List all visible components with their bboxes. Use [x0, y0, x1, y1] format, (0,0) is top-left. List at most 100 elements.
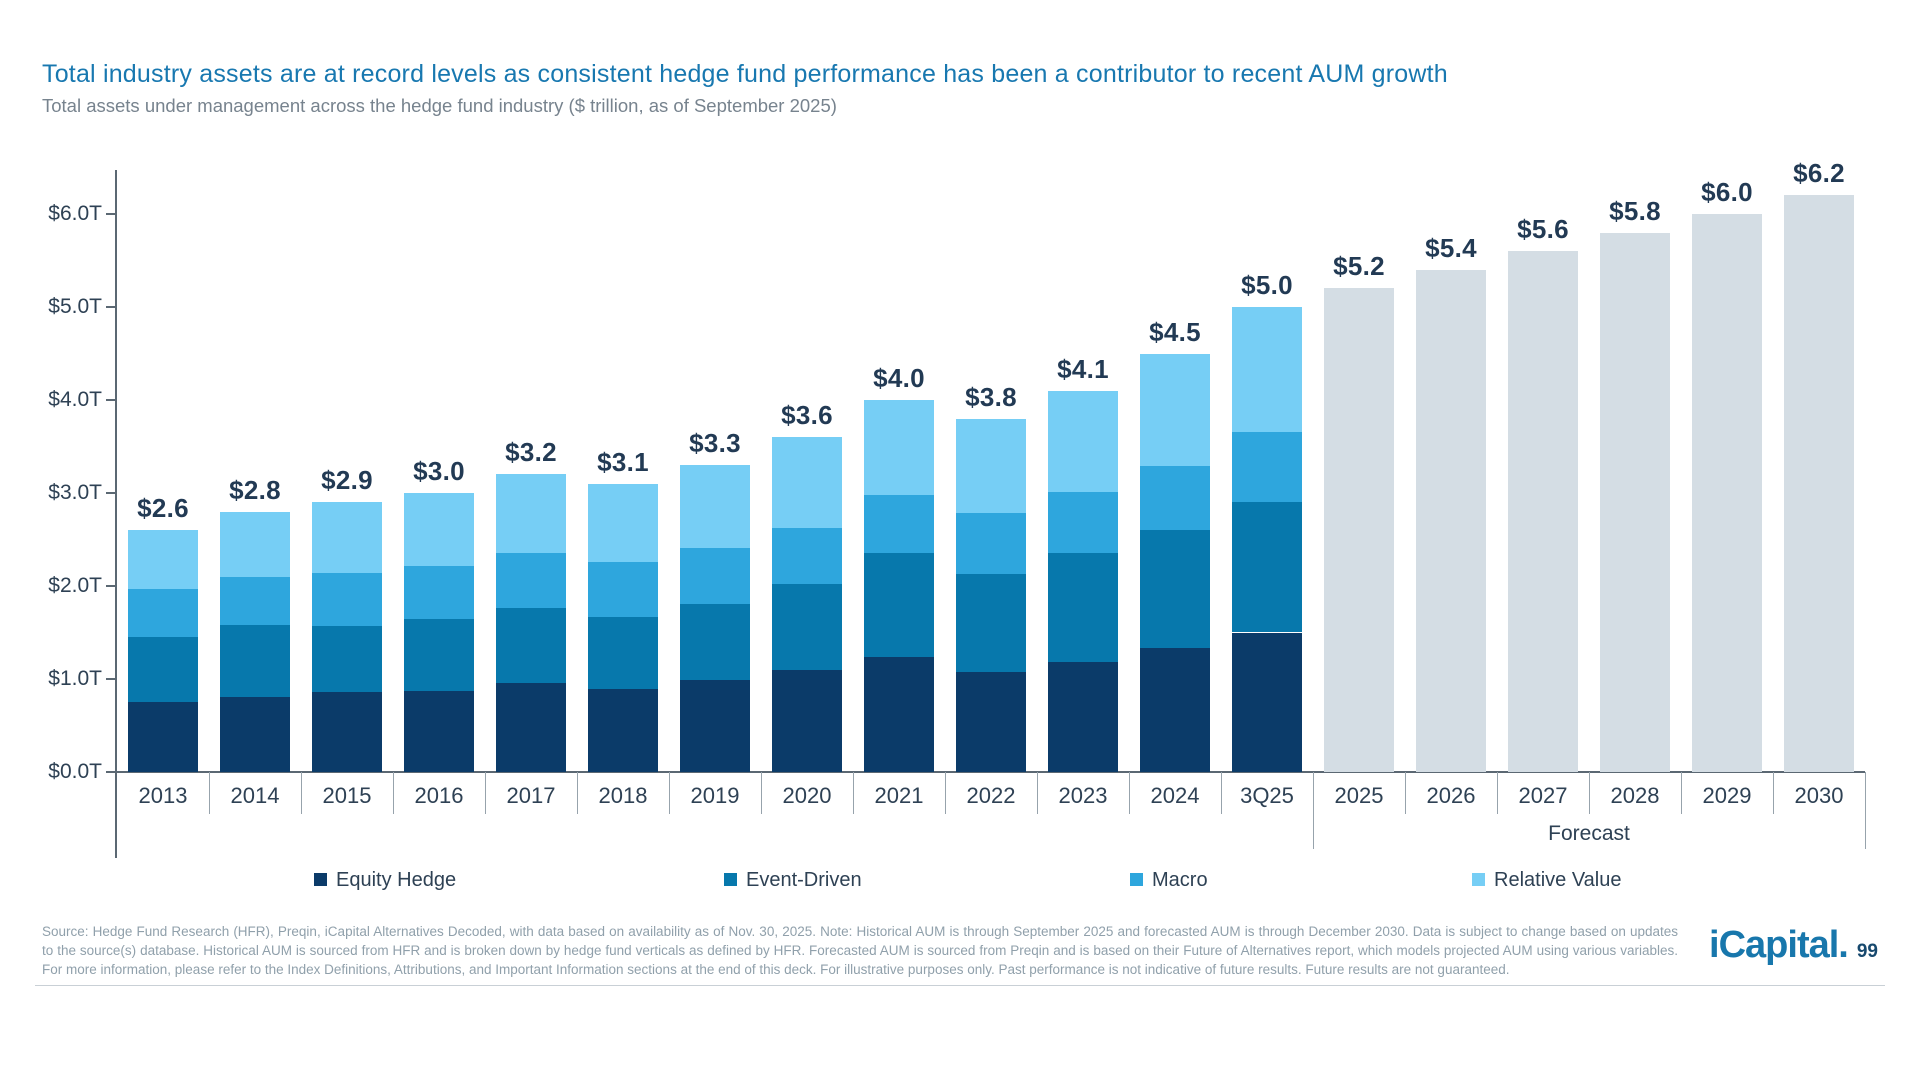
bar-2016-relative-value — [404, 493, 474, 566]
bar-total-label-2014: $2.8 — [229, 474, 281, 505]
bar-2024-equity-hedge — [1140, 648, 1210, 772]
bar-2019-macro — [680, 547, 750, 604]
forecast-bar-2025 — [1324, 288, 1394, 772]
x-axis-label-2028: 2028 — [1610, 783, 1660, 808]
x-axis-label-2017: 2017 — [506, 783, 556, 808]
x-axis-label-2019: 2019 — [690, 783, 740, 808]
forecast-total-label-2028: $5.8 — [1609, 195, 1661, 226]
forecast-total-label-2025: $5.2 — [1333, 251, 1385, 282]
icapital-logo: iCapital. 99 — [1709, 924, 1878, 967]
bar-2015-event-driven — [312, 625, 382, 692]
bar-2013-equity-hedge — [128, 702, 198, 772]
x-axis-label-2015: 2015 — [322, 783, 372, 808]
legend-label: Relative Value — [1494, 869, 1622, 891]
x-axis-label-2022: 2022 — [966, 783, 1016, 808]
bar-2019-equity-hedge — [680, 679, 750, 772]
x-axis-label-2026: 2026 — [1426, 783, 1476, 808]
y-axis-tick-label: $1.0T — [48, 667, 102, 690]
x-axis-label-2029: 2029 — [1702, 783, 1752, 808]
legend-swatch-event-driven — [724, 873, 737, 886]
page-number: 99 — [1856, 941, 1878, 962]
y-axis-tick-label: $2.0T — [48, 574, 102, 597]
bar-total-label-3Q25: $5.0 — [1241, 270, 1293, 300]
bar-2014-equity-hedge — [220, 696, 290, 772]
bar-3Q25-macro — [1232, 431, 1302, 503]
x-axis-label-2023: 2023 — [1058, 783, 1108, 808]
legend-item-event-driven: Event-Driven — [724, 869, 944, 891]
bar-2023-relative-value — [1048, 390, 1118, 493]
bar-2015-macro — [312, 572, 382, 626]
legend-label: Macro — [1152, 869, 1208, 891]
bar-2020-relative-value — [772, 437, 842, 529]
legend-item-relative-value: Relative Value — [1472, 869, 1692, 891]
bar-2019-event-driven — [680, 603, 750, 680]
year-divider — [1589, 772, 1590, 814]
bar-total-label-2022: $3.8 — [965, 381, 1017, 412]
y-axis-tick-mark — [106, 585, 116, 587]
bar-total-label-2019: $3.3 — [689, 428, 741, 459]
bar-2021-event-driven — [864, 553, 934, 657]
bar-2016-event-driven — [404, 618, 474, 692]
forecast-total-label-2030: $6.2 — [1793, 158, 1845, 189]
bar-total-label-2024: $4.5 — [1149, 316, 1201, 347]
bar-2020-equity-hedge — [772, 669, 842, 772]
forecast-caption: Forecast — [1548, 822, 1630, 845]
y-axis-tick-label: $6.0T — [48, 202, 102, 225]
bar-2019-relative-value — [680, 465, 750, 548]
x-axis-label-2018: 2018 — [598, 783, 648, 808]
y-axis-tick-label: $3.0T — [48, 481, 102, 504]
bar-2023-event-driven — [1048, 553, 1118, 663]
bar-2023-macro — [1048, 492, 1118, 554]
year-divider — [1497, 772, 1498, 814]
source-note: Source: Hedge Fund Research (HFR), Preqi… — [42, 924, 1678, 977]
year-divider — [209, 772, 210, 814]
year-divider — [485, 772, 486, 814]
year-divider — [1773, 772, 1774, 814]
y-axis-tick-mark — [106, 399, 116, 401]
y-axis-tick-mark — [106, 771, 116, 773]
y-axis-line — [115, 170, 117, 858]
y-axis-tick-mark — [106, 306, 116, 308]
x-axis-label-2016: 2016 — [414, 783, 464, 808]
bar-2021-macro — [864, 494, 934, 554]
forecast-bar-2026 — [1416, 269, 1486, 772]
bar-2017-equity-hedge — [496, 682, 566, 772]
legend-swatch-macro — [1130, 873, 1143, 886]
bar-2022-macro — [956, 513, 1026, 574]
y-axis-tick-label: $5.0T — [48, 295, 102, 318]
bar-2021-equity-hedge — [864, 656, 934, 772]
bar-2013-macro — [128, 588, 198, 638]
year-divider — [1405, 772, 1406, 814]
bar-total-label-2017: $3.2 — [505, 437, 557, 468]
forecast-total-label-2026: $5.4 — [1425, 232, 1477, 263]
bar-3Q25-relative-value — [1232, 307, 1302, 432]
bar-2017-relative-value — [496, 474, 566, 553]
y-axis-tick-label: $4.0T — [48, 388, 102, 411]
bar-total-label-2023: $4.1 — [1057, 353, 1109, 384]
year-divider — [945, 772, 946, 814]
y-axis-tick-mark — [106, 678, 116, 680]
x-axis-label-2020: 2020 — [782, 783, 832, 808]
forecast-bracket-line — [1313, 772, 1314, 849]
x-axis-label-2014: 2014 — [230, 783, 280, 808]
forecast-bar-2027 — [1508, 251, 1578, 772]
bar-total-label-2016: $3.0 — [413, 456, 465, 486]
x-axis-label-2024: 2024 — [1150, 783, 1200, 808]
y-axis-tick-label: $0.0T — [48, 760, 102, 783]
bar-2024-macro — [1140, 466, 1210, 531]
bar-2022-event-driven — [956, 573, 1026, 672]
legend-item-macro: Macro — [1130, 869, 1350, 891]
bar-2018-relative-value — [588, 483, 658, 562]
bar-2018-equity-hedge — [588, 689, 658, 772]
forecast-bar-2029 — [1692, 214, 1762, 772]
bar-2016-macro — [404, 565, 474, 619]
bar-2022-equity-hedge — [956, 671, 1026, 772]
x-axis-label-3Q25: 3Q25 — [1240, 783, 1294, 808]
bar-total-label-2015: $2.9 — [321, 465, 373, 496]
footer-divider — [35, 985, 1885, 986]
bar-2014-macro — [220, 576, 290, 626]
bar-2016-equity-hedge — [404, 691, 474, 772]
y-axis-tick-mark — [106, 492, 116, 494]
